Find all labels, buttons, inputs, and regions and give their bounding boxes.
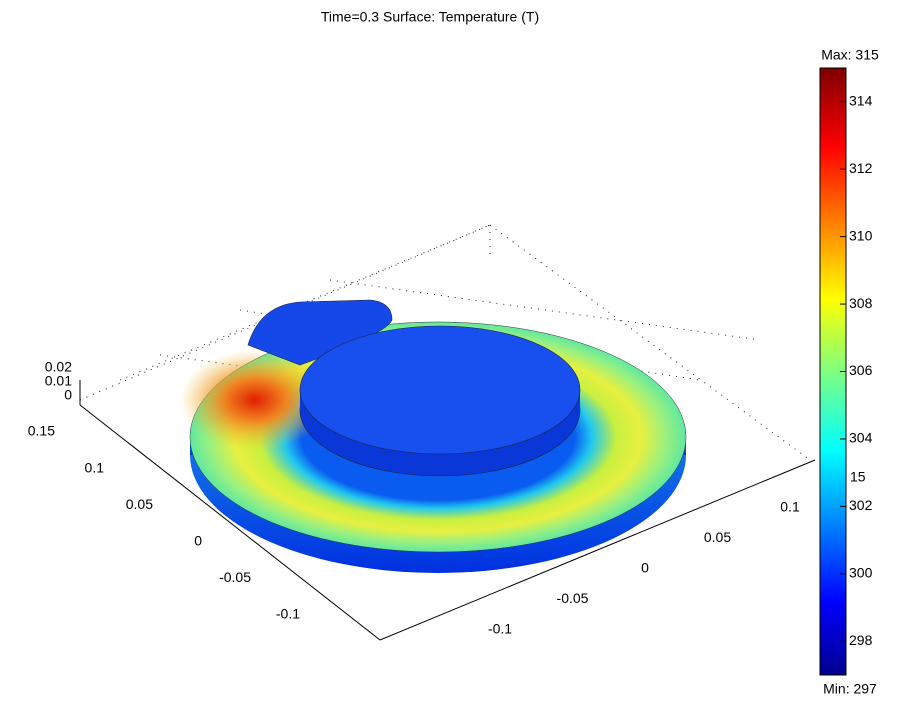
y-tick-label: 0 (194, 533, 202, 549)
annotation: 15 (850, 469, 866, 485)
chart: Time=0.3 Surface: Temperature (T) Max: 3… (0, 0, 909, 706)
colorbar-tick-label: 300 (849, 565, 873, 581)
chart-title: Time=0.3 Surface: Temperature (T) (321, 9, 539, 25)
y-tick-label: -0.1 (276, 606, 300, 622)
x-tick-label: -0.1 (488, 621, 512, 637)
x-tick-label: 0.05 (704, 529, 731, 545)
colorbar-tick-label: 298 (849, 632, 873, 648)
x-tick-label: -0.05 (557, 590, 589, 606)
y-tick-label: 0.1 (85, 459, 105, 475)
y-tick-label: 0.05 (126, 496, 153, 512)
colorbar-tick-label: 306 (849, 362, 873, 378)
x-tick-label: 0.1 (780, 499, 800, 515)
colorbar-tick-label: 308 (849, 295, 873, 311)
colorbar-tick-label: 302 (849, 497, 873, 513)
colorbar-tick-label: 310 (849, 227, 873, 243)
colorbar-tick-label: 304 (849, 430, 873, 446)
colorbar-tick-label: 314 (849, 92, 873, 108)
z-tick-label: 0 (64, 387, 72, 403)
x-tick-label: 0 (641, 560, 649, 576)
y-tick-label: 0.15 (28, 423, 55, 439)
colorbar-min: Min: 297 (823, 681, 877, 697)
colorbar-max: Max: 315 (821, 47, 879, 63)
colorbar-tick-label: 312 (849, 160, 873, 176)
y-tick-label: -0.05 (219, 569, 251, 585)
cylinder-top (300, 326, 580, 454)
